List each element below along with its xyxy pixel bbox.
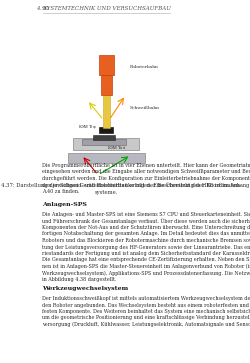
FancyBboxPatch shape — [82, 139, 126, 145]
Text: eingesehen werden und die Eingabe aller notwendigen Schweifßparameter und Bewegu: eingesehen werden und die Eingabe aller … — [42, 170, 250, 175]
Text: 90: 90 — [42, 6, 50, 11]
Text: den Roboter angebunden. Das Wechselsystem besteht aus einem roboterfesten und ei: den Roboter angebunden. Das Wechselsyste… — [42, 302, 250, 307]
Text: den jeweiligen Geräteabschnittten erfolgen. Eine Übersicht des HBE ist im Anhang: den jeweiligen Geräteabschnittten erfolg… — [42, 183, 250, 188]
Text: nen ist in Anlagen-SPS die Master-Steuereinheit im Anlagenverbund von Roboter (i: nen ist in Anlagen-SPS die Master-Steuer… — [42, 264, 250, 269]
Text: um die geometrische Positionierung und eine kraftschlüssige Verbindung herzustel: um die geometrische Positionierung und e… — [42, 315, 250, 321]
FancyBboxPatch shape — [68, 153, 145, 163]
Text: Anlagen-SPS: Anlagen-SPS — [42, 202, 87, 207]
Text: KSWT$_{tcp}$: KSWT$_{tcp}$ — [78, 123, 97, 132]
Text: durchgeführt werden. Die Konfiguration zur Einleiterbetriebnahme der Komponenten: durchgeführt werden. Die Konfiguration z… — [42, 176, 250, 181]
Text: KSWT$_{wst}$: KSWT$_{wst}$ — [108, 144, 128, 152]
Text: A.40 zu finden.: A.40 zu finden. — [42, 189, 80, 194]
FancyBboxPatch shape — [92, 135, 114, 140]
Text: Abbildung 4.37: Darstellung der Schneid- und Roboterbaüke mit der Beschreibung d: Abbildung 4.37: Darstellung der Schneid-… — [0, 183, 241, 188]
Text: festen Komponente. Des Weiteren beinhaltet das System eine mechanisch selbstsich: festen Komponente. Des Weiteren beinhalt… — [42, 309, 250, 314]
FancyBboxPatch shape — [99, 55, 114, 75]
Text: fortigen Notabschaltung der gesamten Anlage. Im Detail bedeutet dies das unmitte: fortigen Notabschaltung der gesamten Anl… — [42, 232, 250, 237]
Text: Roboterbahn: Roboterbahn — [130, 65, 158, 69]
Text: 4. SYSTEMTECHNIK UND VERSUCHSAUFBAU: 4. SYSTEMTECHNIK UND VERSUCHSAUFBAU — [36, 6, 171, 11]
Text: systeme.: systeme. — [95, 190, 118, 195]
FancyBboxPatch shape — [101, 57, 112, 95]
FancyBboxPatch shape — [73, 138, 139, 150]
Text: riestandards der Fertigung und ist analog dem Sicherheitsstandard der Karusseldr: riestandards der Fertigung und ist analo… — [42, 251, 250, 256]
Text: Die Programmeroberfläche ist in vier Ebenen unterteilt. Hier kann der Geometriat: Die Programmeroberfläche ist in vier Ebe… — [42, 163, 250, 168]
Text: Der Induktionsschweißkopf ist mittels automatisiertem Werkzeugwechselsystem der : Der Induktionsschweißkopf ist mittels au… — [42, 296, 250, 301]
Text: Roboters und das Blockieren der Robotermaschine durch mechanische Bremsen sowie : Roboters und das Blockieren der Roboterm… — [42, 238, 250, 243]
Text: Komponenten der Not-Aus und der Schutztüren überwacht. Eine Unterschreitung dies: Komponenten der Not-Aus und der Schutztü… — [42, 225, 250, 230]
Text: und Führerschrank der Gesamtanlage verbaut. Über diese werden auch die sicherhei: und Führerschrank der Gesamtanlage verba… — [42, 219, 250, 224]
Text: in Abbildung 4.38 dargestellt.: in Abbildung 4.38 dargestellt. — [42, 277, 117, 282]
Text: Die Anlagen- und Master-SPS ist eine Siemens S7 CPU und Steuerkarteneinheit. Sie: Die Anlagen- und Master-SPS ist eine Sie… — [42, 212, 250, 217]
Text: tung der Leistungsversorgung des HF-Generators sowie der Linearantriebe. Das ent: tung der Leistungsversorgung des HF-Gene… — [42, 245, 250, 249]
FancyBboxPatch shape — [99, 127, 114, 133]
Text: Werkzeugwechselsystem: Werkzeugwechselsystem — [42, 286, 128, 291]
Text: Werkzeugwechselsystem), Applikations-SPS und Prozessdatenerfassung. Die Netzwerk: Werkzeugwechselsystem), Applikations-SPS… — [42, 270, 250, 276]
FancyBboxPatch shape — [103, 88, 110, 128]
Text: versorgung (Druckluft, Kühlwasser, Leistungselektronik, Automatsignale und Senso: versorgung (Druckluft, Kühlwasser, Leist… — [42, 322, 250, 327]
Text: Schweißbahn: Schweißbahn — [130, 106, 159, 110]
Text: Die Gesamtanlage hat eine entsprechende CE-Zertifizierung erhalten. Neben den Si: Die Gesamtanlage hat eine entsprechende … — [42, 257, 250, 262]
